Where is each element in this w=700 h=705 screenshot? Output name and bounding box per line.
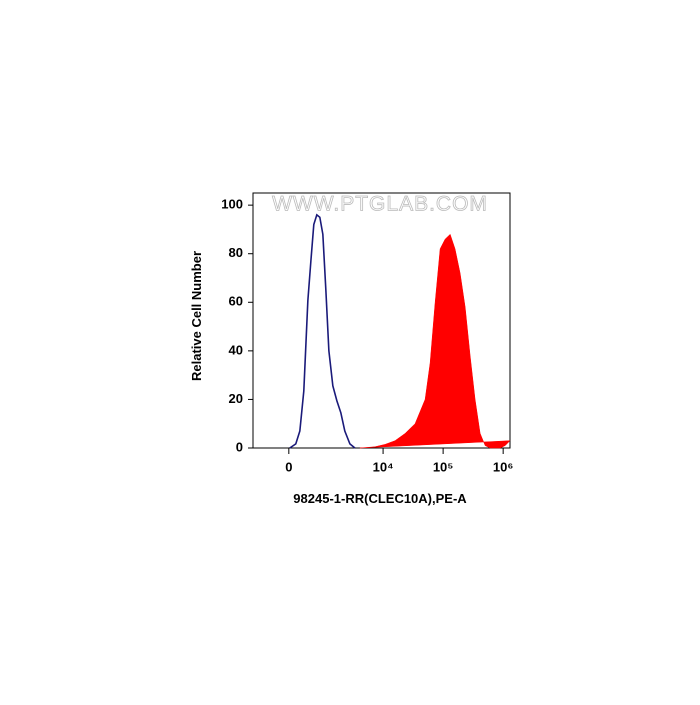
plot-frame xyxy=(252,192,511,449)
x-tick-label: 0 xyxy=(285,459,292,474)
y-axis-label: Relative Cell Number xyxy=(189,251,204,381)
area xyxy=(359,233,511,449)
y-tick-label: 80 xyxy=(229,245,243,260)
line xyxy=(289,213,356,449)
x-axis-label: 98245-1-RR(CLEC10A),PE-A xyxy=(293,491,467,506)
watermark: WWW.PTGLAB.COM xyxy=(272,193,488,216)
x-tick-label: 10⁶ xyxy=(493,459,513,474)
y-tick-label: 100 xyxy=(221,197,243,212)
y-tick-label: 60 xyxy=(229,294,243,309)
x-tick-label: 10⁴ xyxy=(373,459,394,474)
y-tick-label: 20 xyxy=(229,391,243,406)
y-tick-label: 40 xyxy=(229,342,243,357)
y-tick-label: 0 xyxy=(236,439,243,454)
x-tick-label: 10⁵ xyxy=(433,459,454,474)
